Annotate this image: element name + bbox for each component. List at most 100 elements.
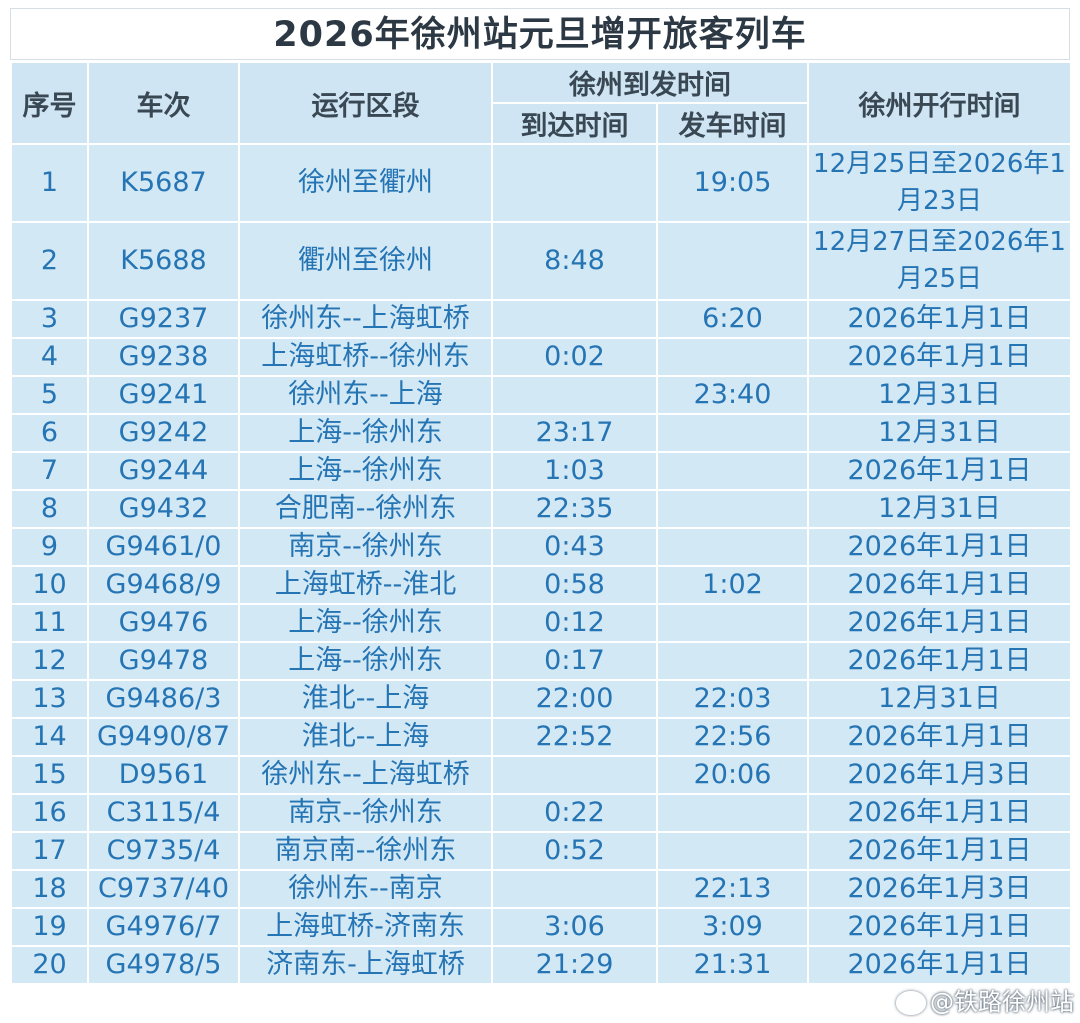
cell-seq: 16 bbox=[10, 793, 89, 833]
cell-train: G9237 bbox=[87, 299, 240, 339]
cell-seq: 20 bbox=[10, 945, 89, 985]
cell-section: 上海--徐州东 bbox=[238, 451, 493, 491]
table-header: 序号 车次 运行区段 徐州到发时间 徐州开行时间 到达时间 发车时间 bbox=[10, 61, 1072, 145]
header-seq: 序号 bbox=[10, 61, 89, 145]
cell-arrive bbox=[491, 755, 658, 795]
cell-arrive: 22:52 bbox=[491, 717, 658, 757]
cell-train: K5687 bbox=[87, 143, 240, 223]
header-train: 车次 bbox=[87, 61, 240, 145]
table-row: 6 G9242 上海--徐州东 23:17 12月31日 bbox=[10, 413, 1072, 453]
cell-depart bbox=[656, 831, 809, 871]
table-row: 10 G9468/9 上海虹桥--淮北 0:58 1:02 2026年1月1日 bbox=[10, 565, 1072, 605]
cell-depart bbox=[656, 641, 809, 681]
cell-depart bbox=[656, 221, 809, 301]
cell-dates: 2026年1月1日 bbox=[807, 945, 1072, 985]
train-schedule-table: 序号 车次 运行区段 徐州到发时间 徐州开行时间 到达时间 发车时间 1 K568… bbox=[10, 61, 1072, 985]
cell-arrive: 23:17 bbox=[491, 413, 658, 453]
cell-arrive: 1:03 bbox=[491, 451, 658, 491]
table-body: 1 K5687 徐州至衢州 19:05 12月25日至2026年1月23日 2 K5688 衢… bbox=[10, 143, 1072, 985]
cell-depart bbox=[656, 527, 809, 567]
cell-depart: 20:06 bbox=[656, 755, 809, 795]
cell-depart: 1:02 bbox=[656, 565, 809, 605]
cell-train: G9242 bbox=[87, 413, 240, 453]
cell-train: G9461/0 bbox=[87, 527, 240, 567]
cell-arrive: 0:22 bbox=[491, 793, 658, 833]
cell-depart: 22:56 bbox=[656, 717, 809, 757]
cell-seq: 9 bbox=[10, 527, 89, 567]
watermark-text: @铁路徐州站 bbox=[930, 988, 1074, 1016]
cell-depart: 6:20 bbox=[656, 299, 809, 339]
weibo-logo-icon bbox=[896, 991, 926, 1015]
cell-seq: 11 bbox=[10, 603, 89, 643]
header-section: 运行区段 bbox=[238, 61, 493, 145]
cell-section: 上海虹桥-济南东 bbox=[238, 907, 493, 947]
cell-train: C3115/4 bbox=[87, 793, 240, 833]
table-row: 13 G9486/3 淮北--上海 22:00 22:03 12月31日 bbox=[10, 679, 1072, 719]
cell-depart bbox=[656, 603, 809, 643]
cell-section: 上海--徐州东 bbox=[238, 641, 493, 681]
cell-seq: 13 bbox=[10, 679, 89, 719]
cell-train: G9486/3 bbox=[87, 679, 240, 719]
table-row: 11 G9476 上海--徐州东 0:12 2026年1月1日 bbox=[10, 603, 1072, 643]
cell-train: G9476 bbox=[87, 603, 240, 643]
cell-train: G9241 bbox=[87, 375, 240, 415]
cell-depart: 19:05 bbox=[656, 143, 809, 223]
cell-dates: 2026年1月1日 bbox=[807, 717, 1072, 757]
table-row: 16 C3115/4 南京--徐州东 0:22 2026年1月1日 bbox=[10, 793, 1072, 833]
cell-dates: 12月31日 bbox=[807, 413, 1072, 453]
table-row: 7 G9244 上海--徐州东 1:03 2026年1月1日 bbox=[10, 451, 1072, 491]
cell-train: G4976/7 bbox=[87, 907, 240, 947]
cell-dates: 12月27日至2026年1月25日 bbox=[807, 221, 1072, 301]
cell-depart bbox=[656, 337, 809, 377]
cell-section: 衢州至徐州 bbox=[238, 221, 493, 301]
cell-arrive: 0:58 bbox=[491, 565, 658, 605]
cell-depart: 22:03 bbox=[656, 679, 809, 719]
table-row: 1 K5687 徐州至衢州 19:05 12月25日至2026年1月23日 bbox=[10, 143, 1072, 223]
cell-section: 上海--徐州东 bbox=[238, 413, 493, 453]
cell-train: G9468/9 bbox=[87, 565, 240, 605]
cell-train: G9490/87 bbox=[87, 717, 240, 757]
cell-section: 徐州至衢州 bbox=[238, 143, 493, 223]
cell-section: 淮北--上海 bbox=[238, 717, 493, 757]
cell-arrive: 0:02 bbox=[491, 337, 658, 377]
cell-seq: 7 bbox=[10, 451, 89, 491]
cell-section: 上海--徐州东 bbox=[238, 603, 493, 643]
cell-depart bbox=[656, 489, 809, 529]
cell-train: C9737/40 bbox=[87, 869, 240, 909]
cell-seq: 17 bbox=[10, 831, 89, 871]
cell-section: 上海虹桥--淮北 bbox=[238, 565, 493, 605]
cell-train: K5688 bbox=[87, 221, 240, 301]
cell-arrive bbox=[491, 375, 658, 415]
cell-seq: 8 bbox=[10, 489, 89, 529]
cell-section: 南京--徐州东 bbox=[238, 793, 493, 833]
page-title: 2026年徐州站元旦增开旅客列车 bbox=[10, 8, 1070, 60]
cell-train: D9561 bbox=[87, 755, 240, 795]
cell-seq: 18 bbox=[10, 869, 89, 909]
cell-dates: 2026年1月1日 bbox=[807, 641, 1072, 681]
cell-arrive: 0:52 bbox=[491, 831, 658, 871]
cell-seq: 1 bbox=[10, 143, 89, 223]
table-row: 18 C9737/40 徐州东--南京 22:13 2026年1月3日 bbox=[10, 869, 1072, 909]
cell-depart bbox=[656, 793, 809, 833]
cell-section: 上海虹桥--徐州东 bbox=[238, 337, 493, 377]
cell-seq: 5 bbox=[10, 375, 89, 415]
cell-arrive bbox=[491, 299, 658, 339]
cell-arrive: 0:12 bbox=[491, 603, 658, 643]
cell-arrive: 0:43 bbox=[491, 527, 658, 567]
cell-section: 合肥南--徐州东 bbox=[238, 489, 493, 529]
table-row: 9 G9461/0 南京--徐州东 0:43 2026年1月1日 bbox=[10, 527, 1072, 567]
cell-section: 徐州东--上海 bbox=[238, 375, 493, 415]
cell-train: C9735/4 bbox=[87, 831, 240, 871]
cell-seq: 2 bbox=[10, 221, 89, 301]
cell-arrive: 0:17 bbox=[491, 641, 658, 681]
cell-seq: 10 bbox=[10, 565, 89, 605]
cell-section: 徐州东--南京 bbox=[238, 869, 493, 909]
table-row: 5 G9241 徐州东--上海 23:40 12月31日 bbox=[10, 375, 1072, 415]
cell-train: G9244 bbox=[87, 451, 240, 491]
cell-seq: 19 bbox=[10, 907, 89, 947]
cell-depart bbox=[656, 413, 809, 453]
cell-section: 南京南--徐州东 bbox=[238, 831, 493, 871]
cell-depart: 22:13 bbox=[656, 869, 809, 909]
table-row: 15 D9561 徐州东--上海虹桥 20:06 2026年1月3日 bbox=[10, 755, 1072, 795]
cell-dates: 12月31日 bbox=[807, 489, 1072, 529]
